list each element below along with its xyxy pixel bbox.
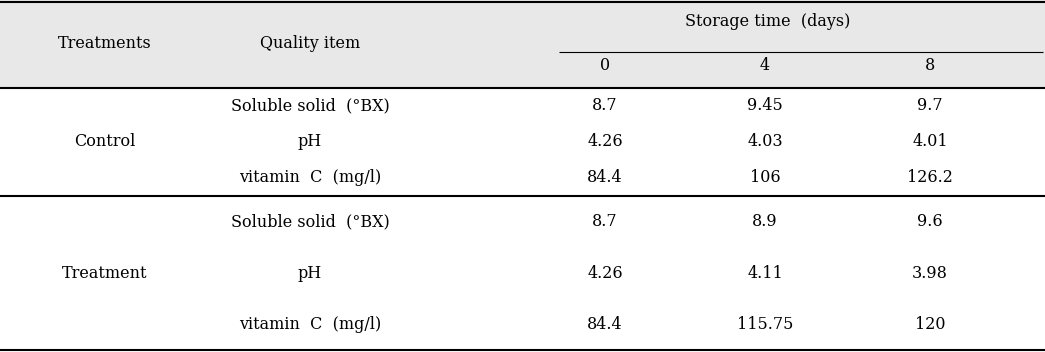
Text: 9.45: 9.45 — [747, 98, 783, 114]
Text: pH: pH — [298, 264, 322, 282]
Text: Soluble solid  (°BX): Soluble solid (°BX) — [231, 213, 390, 230]
Text: vitamin  C  (mg/l): vitamin C (mg/l) — [239, 170, 381, 187]
Text: 115.75: 115.75 — [737, 316, 793, 333]
Text: 0: 0 — [600, 57, 610, 75]
Text: 4.03: 4.03 — [747, 133, 783, 151]
Text: Treatment: Treatment — [63, 264, 147, 282]
Text: 84.4: 84.4 — [587, 316, 623, 333]
Text: pH: pH — [298, 133, 322, 151]
Text: 9.7: 9.7 — [918, 98, 943, 114]
Text: 120: 120 — [914, 316, 946, 333]
Text: 4.26: 4.26 — [587, 133, 623, 151]
Text: 8.9: 8.9 — [752, 213, 777, 230]
Text: Storage time  (days): Storage time (days) — [684, 13, 851, 31]
Text: 4: 4 — [760, 57, 770, 75]
Text: Soluble solid  (°BX): Soluble solid (°BX) — [231, 98, 390, 114]
Text: 106: 106 — [749, 170, 781, 187]
Text: 4.26: 4.26 — [587, 264, 623, 282]
Text: 9.6: 9.6 — [918, 213, 943, 230]
Bar — [0, 0, 1045, 88]
Text: 3.98: 3.98 — [912, 264, 948, 282]
Text: vitamin  C  (mg/l): vitamin C (mg/l) — [239, 316, 381, 333]
Text: Quality item: Quality item — [260, 36, 361, 52]
Text: 8.7: 8.7 — [593, 213, 618, 230]
Text: 84.4: 84.4 — [587, 170, 623, 187]
Text: 4.01: 4.01 — [912, 133, 948, 151]
Text: 126.2: 126.2 — [907, 170, 953, 187]
Text: Control: Control — [74, 133, 136, 151]
Text: 8.7: 8.7 — [593, 98, 618, 114]
Text: 4.11: 4.11 — [747, 264, 783, 282]
Text: 8: 8 — [925, 57, 935, 75]
Text: Treatments: Treatments — [59, 36, 152, 52]
